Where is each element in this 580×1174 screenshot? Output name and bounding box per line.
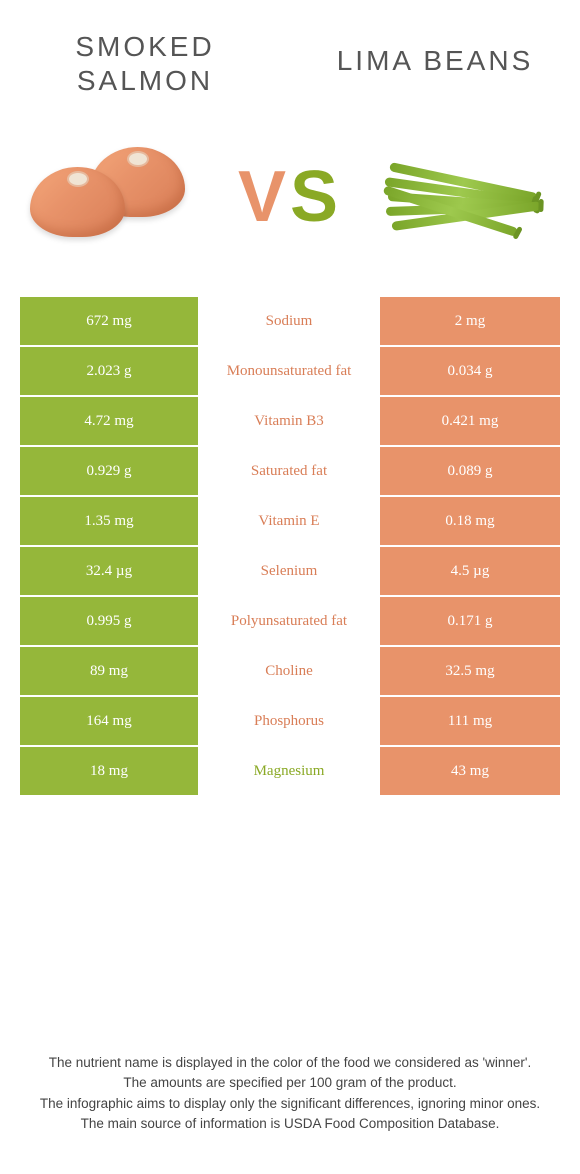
value-right: 4.5 µg — [380, 547, 560, 597]
value-left: 18 mg — [20, 747, 200, 797]
value-left: 672 mg — [20, 297, 200, 347]
footer-notes: The nutrient name is displayed in the co… — [35, 1053, 545, 1134]
value-right: 0.421 mg — [380, 397, 560, 447]
value-right: 0.171 g — [380, 597, 560, 647]
value-left: 32.4 µg — [20, 547, 200, 597]
nutrient-name: Monounsaturated fat — [200, 347, 380, 397]
table-row: 0.929 gSaturated fat0.089 g — [20, 447, 560, 497]
nutrient-name: Vitamin B3 — [200, 397, 380, 447]
table-row: 89 mgCholine32.5 mg — [20, 647, 560, 697]
footer-line: The infographic aims to display only the… — [35, 1094, 545, 1114]
value-left: 89 mg — [20, 647, 200, 697]
value-right: 111 mg — [380, 697, 560, 747]
nutrient-name: Choline — [200, 647, 380, 697]
table-row: 18 mgMagnesium43 mg — [20, 747, 560, 797]
title-right: LIMA BEANS — [310, 30, 560, 97]
nutrient-name: Polyunsaturated fat — [200, 597, 380, 647]
footer-line: The amounts are specified per 100 gram o… — [35, 1073, 545, 1093]
value-left: 0.929 g — [20, 447, 200, 497]
value-right: 32.5 mg — [380, 647, 560, 697]
footer-line: The main source of information is USDA F… — [35, 1114, 545, 1134]
vs-label: VS — [238, 156, 342, 238]
titles-row: SMOKED SALMON LIMA BEANS — [0, 0, 580, 107]
value-left: 164 mg — [20, 697, 200, 747]
value-left: 1.35 mg — [20, 497, 200, 547]
value-right: 0.18 mg — [380, 497, 560, 547]
table-row: 1.35 mgVitamin E0.18 mg — [20, 497, 560, 547]
nutrient-name: Vitamin E — [200, 497, 380, 547]
table-row: 0.995 gPolyunsaturated fat0.171 g — [20, 597, 560, 647]
nutrient-table: 672 mgSodium2 mg2.023 gMonounsaturated f… — [20, 297, 560, 797]
title-left: SMOKED SALMON — [20, 30, 270, 97]
table-row: 2.023 gMonounsaturated fat0.034 g — [20, 347, 560, 397]
value-left: 4.72 mg — [20, 397, 200, 447]
value-left: 2.023 g — [20, 347, 200, 397]
hero-row: VS — [0, 107, 580, 297]
title-left-line2: SALMON — [77, 65, 213, 96]
footer-line: The nutrient name is displayed in the co… — [35, 1053, 545, 1073]
table-row: 32.4 µgSelenium4.5 µg — [20, 547, 560, 597]
vs-s: S — [290, 157, 342, 237]
nutrient-name: Saturated fat — [200, 447, 380, 497]
table-row: 4.72 mgVitamin B30.421 mg — [20, 397, 560, 447]
title-left-line1: SMOKED — [75, 31, 214, 62]
value-right: 0.034 g — [380, 347, 560, 397]
title-right-text: LIMA BEANS — [337, 45, 534, 76]
vs-v: V — [238, 157, 290, 237]
nutrient-name: Magnesium — [200, 747, 380, 797]
nutrient-name: Selenium — [200, 547, 380, 597]
table-row: 672 mgSodium2 mg — [20, 297, 560, 347]
value-left: 0.995 g — [20, 597, 200, 647]
nutrient-name: Sodium — [200, 297, 380, 347]
nutrient-name: Phosphorus — [200, 697, 380, 747]
value-right: 0.089 g — [380, 447, 560, 497]
table-row: 164 mgPhosphorus111 mg — [20, 697, 560, 747]
value-right: 2 mg — [380, 297, 560, 347]
beans-image — [380, 137, 550, 257]
value-right: 43 mg — [380, 747, 560, 797]
salmon-image — [30, 137, 200, 257]
